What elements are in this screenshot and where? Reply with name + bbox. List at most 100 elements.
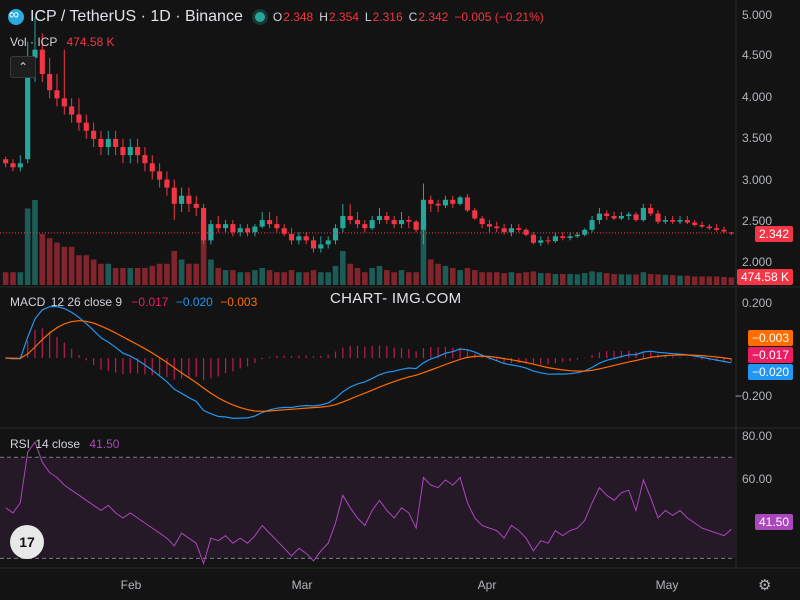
candle-body xyxy=(494,226,500,229)
candle-body xyxy=(179,195,185,204)
macd-histogram-bar xyxy=(569,358,571,361)
volume-bar xyxy=(691,276,698,285)
candle-body xyxy=(362,224,368,229)
price-tick: 3.500 xyxy=(741,131,772,145)
macd-tick: −0.200 xyxy=(734,389,772,403)
candle-body xyxy=(10,163,16,168)
macd-signal-badge: −0.020 xyxy=(747,364,793,380)
candle-body xyxy=(340,216,346,229)
macd-histogram-bar xyxy=(452,347,454,358)
signal-line xyxy=(5,320,732,412)
macd-histogram-bar xyxy=(408,349,410,358)
candle-body xyxy=(618,216,624,219)
volume-bar xyxy=(303,272,309,285)
volume-bar xyxy=(413,272,419,285)
candle-body xyxy=(61,98,67,107)
volume-bar xyxy=(464,268,471,285)
volume-bar xyxy=(391,272,397,285)
candle-body xyxy=(113,138,119,148)
market-status-icon[interactable] xyxy=(254,12,265,22)
ohlc-change: −0.005 (−0.21%) xyxy=(454,10,544,24)
candle-body xyxy=(582,229,588,235)
volume-bar xyxy=(259,268,266,285)
candle-body xyxy=(208,224,214,241)
macd-histogram-bar xyxy=(525,358,527,364)
candle-body xyxy=(222,224,229,229)
candle-body xyxy=(472,210,478,219)
candle-body xyxy=(47,73,53,91)
volume-bar xyxy=(552,273,559,285)
ohlc-high-key: H xyxy=(319,10,328,24)
macd-histogram-bar xyxy=(49,331,51,358)
ohlc-low-value: 2.316 xyxy=(372,10,403,24)
macd-line-badge: −0.017 xyxy=(747,347,793,363)
collapse-legend-button[interactable]: ⌃ xyxy=(10,56,36,78)
symbol-title[interactable]: ICP / TetherUS · 1D · Binance xyxy=(30,8,243,25)
volume-bar xyxy=(230,270,236,285)
volume-bar xyxy=(310,270,317,285)
macd-histogram-bar xyxy=(488,358,491,360)
settings-gear-icon[interactable]: ⚙ xyxy=(758,577,772,594)
macd-histogram-bar xyxy=(144,358,146,375)
volume-bar xyxy=(647,273,654,285)
candle-body xyxy=(149,163,155,172)
icp-logo-icon xyxy=(8,9,24,25)
macd-histogram-bar xyxy=(268,356,271,358)
macd-histogram-bar xyxy=(100,358,102,370)
macd-histogram-bar xyxy=(364,346,366,358)
rsi-legend-value: 41.50 xyxy=(89,437,120,451)
price-tick: 4.000 xyxy=(741,90,772,104)
macd-histogram-bar xyxy=(510,358,513,364)
macd-histogram-bar xyxy=(342,347,344,358)
tradingview-logo-icon[interactable]: 17 xyxy=(10,525,44,559)
volume-bar xyxy=(384,270,390,285)
price-badge: 2.342 xyxy=(754,226,793,242)
candle-body xyxy=(699,224,705,227)
macd-histogram-bar xyxy=(591,355,593,358)
macd-histogram-bar xyxy=(93,358,95,366)
macd-histogram-bar xyxy=(261,358,263,360)
volume-bar xyxy=(340,251,346,285)
macd-histogram-bar xyxy=(532,358,535,365)
macd-histogram-bar xyxy=(723,358,725,362)
volume-bar xyxy=(398,270,405,285)
volume-legend[interactable]: Vol · ICP 474.58 K xyxy=(10,35,115,49)
candle-body xyxy=(288,233,295,241)
rsi-tick: 80.00 xyxy=(741,429,772,443)
volume-bar xyxy=(178,259,185,285)
volume-bar xyxy=(589,271,595,285)
volume-bar xyxy=(24,208,31,285)
candle-body xyxy=(420,199,427,230)
candle-body xyxy=(296,236,302,241)
candle-body xyxy=(552,236,558,242)
volume-bar xyxy=(281,272,287,285)
candle-body xyxy=(677,220,683,222)
macd-legend[interactable]: MACD 12 26 close 9 −0.017 −0.020 −0.003 xyxy=(10,295,257,309)
macd-legend-signal: −0.020 xyxy=(175,295,213,309)
candle-body xyxy=(596,213,602,221)
candle-body xyxy=(640,207,646,221)
volume-bar xyxy=(10,272,16,285)
volume-bar xyxy=(149,265,156,285)
candle-body xyxy=(127,147,133,156)
candle-body xyxy=(193,203,199,208)
volume-bar xyxy=(362,272,368,285)
macd-histogram-bar xyxy=(158,358,161,377)
rsi-band xyxy=(0,457,735,559)
volume-bar xyxy=(171,251,178,285)
macd-histogram-bar xyxy=(320,355,322,358)
macd-histogram-bar xyxy=(620,350,622,358)
volume-bar xyxy=(200,221,207,285)
macd-histogram-bar xyxy=(137,358,139,374)
ohlc-high-value: 2.354 xyxy=(328,10,359,24)
volume-bar xyxy=(17,272,24,285)
volume-bar xyxy=(618,274,625,285)
macd-legend-macd: −0.017 xyxy=(131,295,169,309)
rsi-legend[interactable]: RSI 14 close 41.50 xyxy=(10,437,119,451)
macd-histogram-bar xyxy=(85,358,87,361)
macd-histogram-bar xyxy=(276,355,278,358)
macd-histogram-bar xyxy=(63,342,65,358)
macd-histogram-bar xyxy=(349,345,351,358)
macd-histogram-bar xyxy=(481,357,483,358)
volume-bar xyxy=(215,268,222,285)
